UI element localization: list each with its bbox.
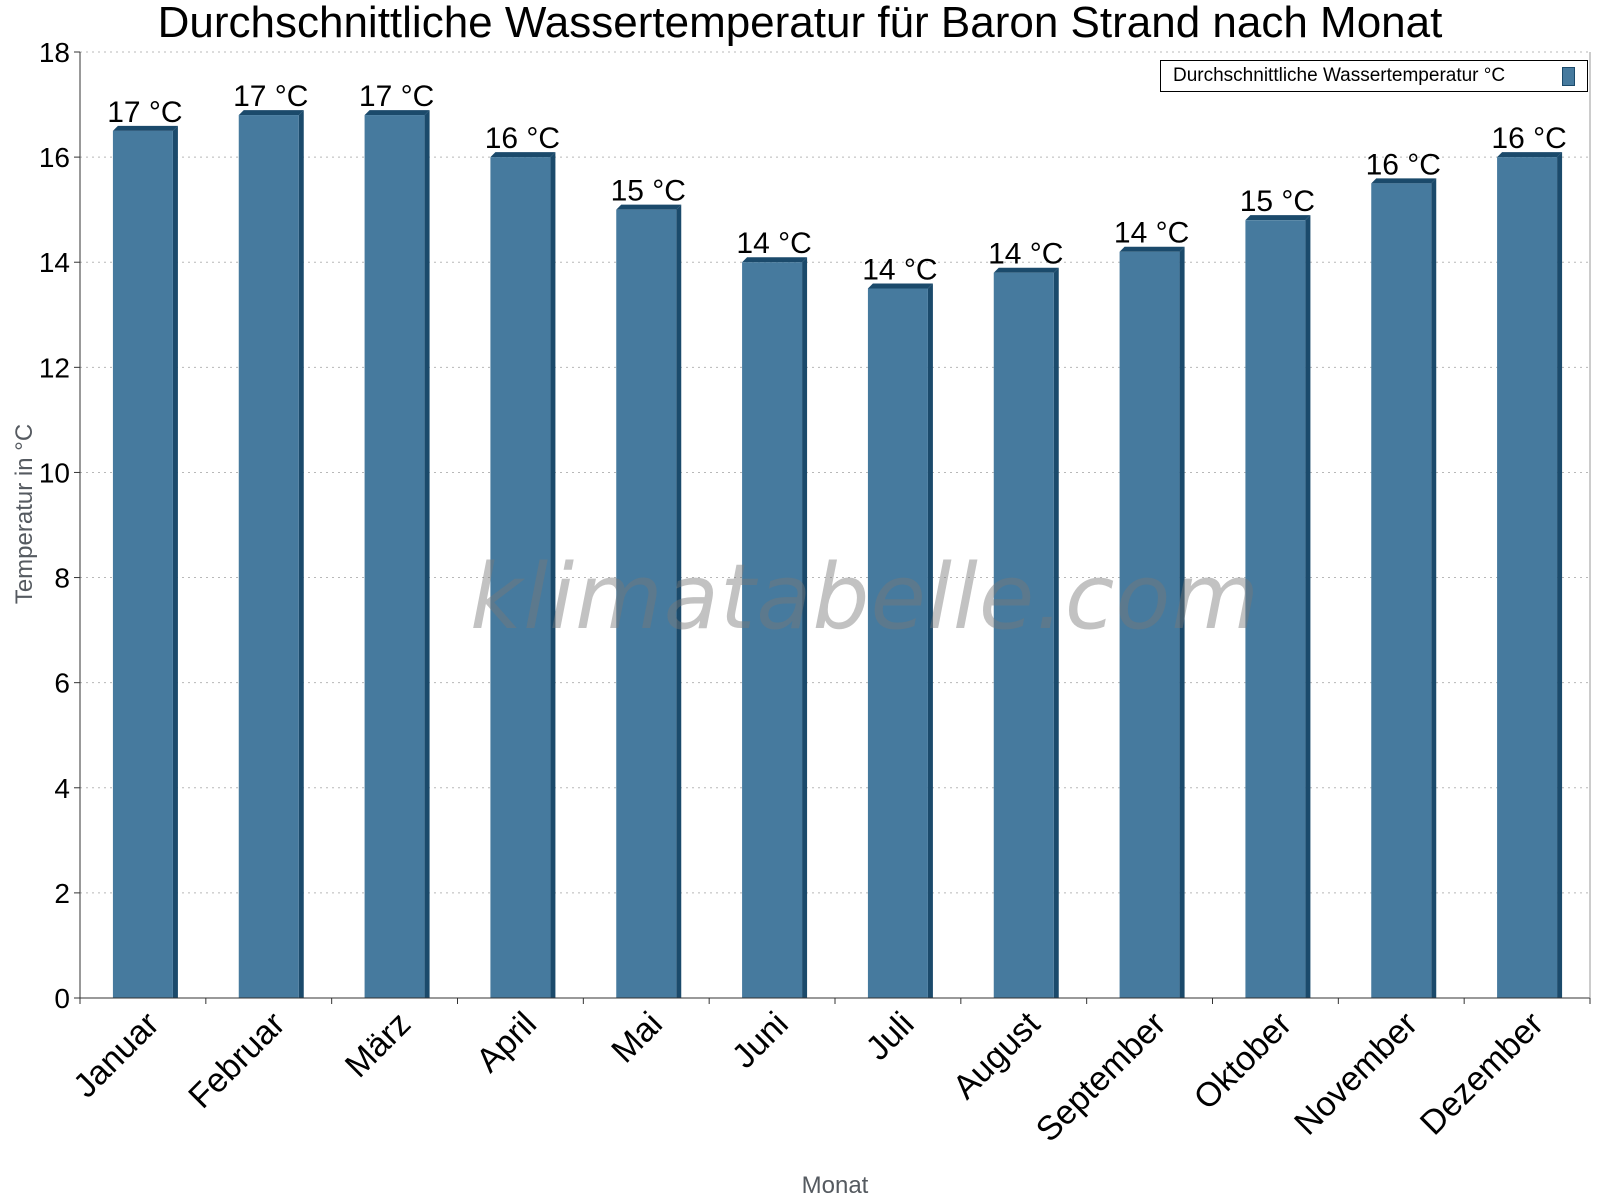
- y-tick-label: 8: [54, 563, 70, 594]
- data-label: 15 °C: [611, 175, 686, 208]
- bar: [112, 130, 173, 999]
- y-tick-label: 18: [39, 37, 70, 68]
- bar-top: [742, 257, 808, 263]
- legend: Durchschnittliche Wassertemperatur °C: [1160, 60, 1588, 92]
- x-tick-label: September: [1029, 1005, 1173, 1149]
- bar-side: [1179, 246, 1185, 998]
- legend-entry-label: Durchschnittliche Wassertemperatur °C: [1173, 65, 1506, 86]
- bar-side: [927, 283, 933, 998]
- bar: [616, 209, 677, 998]
- bar-side: [1305, 215, 1311, 998]
- x-tick-labels: Januar Februar März April Mai Juni Juli AugustS…: [66, 1004, 1551, 1149]
- x-tick-label: Juli: [859, 1005, 922, 1068]
- bar: [867, 288, 928, 998]
- bar: [238, 115, 299, 999]
- watermark-text: klimatabelle.com: [470, 545, 1261, 650]
- x-tick-label: Juni: [725, 1005, 796, 1076]
- bar-top: [616, 204, 682, 210]
- x-tick-label: Mai: [604, 1005, 670, 1071]
- x-tick-label: August: [946, 1004, 1048, 1106]
- data-label: 17 °C: [107, 96, 182, 129]
- y-tick-label: 14: [39, 247, 70, 278]
- axes: [74, 51, 1591, 1004]
- bar-side: [172, 125, 178, 999]
- y-tick-label: 10: [39, 457, 70, 488]
- bar-top: [112, 125, 178, 131]
- bar-top: [1371, 178, 1437, 184]
- y-tick-labels: 0 2 4 6 8 10 12 14 16 18: [39, 37, 70, 1014]
- data-labels: 17 °C 17 °C 17 °C 16 °C 15 °C 14 °C 14 °C 14 °C…: [107, 80, 1567, 286]
- bar-top: [1245, 215, 1311, 221]
- x-tick-label: Dezember: [1413, 1005, 1551, 1143]
- bar: [490, 157, 551, 999]
- grid-lines: [80, 51, 1590, 894]
- bar-top: [364, 110, 430, 116]
- y-tick-label: 0: [54, 983, 70, 1014]
- bar-side: [802, 257, 808, 998]
- bar-top: [238, 110, 304, 116]
- data-label: 14 °C: [1114, 217, 1189, 250]
- data-label: 16 °C: [485, 122, 560, 155]
- bar-side: [1431, 178, 1437, 998]
- x-tick-label: Januar: [66, 1005, 166, 1105]
- bar: [742, 262, 803, 998]
- bar: [1497, 157, 1558, 999]
- data-label: 14 °C: [862, 254, 937, 287]
- legend-swatch: [1562, 67, 1575, 86]
- bar-side: [424, 110, 430, 999]
- bar-top: [490, 152, 556, 158]
- bar: [1119, 251, 1180, 998]
- bar: [993, 272, 1054, 998]
- y-tick-label: 6: [54, 668, 70, 699]
- bar: [364, 115, 425, 999]
- x-tick-label: November: [1287, 1005, 1425, 1143]
- bar-side: [550, 152, 556, 999]
- x-axis-label: Monat: [801, 1172, 869, 1199]
- data-label: 17 °C: [359, 80, 434, 113]
- data-label: 16 °C: [1366, 148, 1441, 181]
- bar-side: [298, 110, 304, 999]
- bars: [112, 110, 1563, 999]
- y-tick-label: 12: [39, 352, 70, 383]
- chart-title: Durchschnittliche Wassertemperatur für B…: [157, 0, 1443, 47]
- data-label: 14 °C: [736, 227, 811, 260]
- bar-top: [993, 267, 1059, 273]
- data-label: 14 °C: [988, 238, 1063, 271]
- data-label: 17 °C: [233, 80, 308, 113]
- bar: [1245, 220, 1306, 998]
- data-label: 15 °C: [1240, 185, 1315, 218]
- x-tick-label: Februar: [181, 1005, 292, 1116]
- x-tick-label: Oktober: [1187, 1005, 1299, 1117]
- bar-top: [1119, 246, 1185, 252]
- bar: [1371, 183, 1432, 998]
- bar-side: [1557, 152, 1563, 999]
- y-tick-label: 16: [39, 142, 70, 173]
- bar-top: [867, 283, 933, 289]
- data-label: 16 °C: [1491, 122, 1566, 155]
- x-tick-label: März: [338, 1005, 418, 1085]
- bar-side: [1053, 267, 1059, 998]
- x-tick-label: April: [469, 1005, 544, 1080]
- bar-top: [1497, 152, 1563, 158]
- bar-side: [676, 204, 682, 998]
- y-tick-label: 2: [54, 878, 70, 909]
- y-tick-label: 4: [54, 773, 70, 804]
